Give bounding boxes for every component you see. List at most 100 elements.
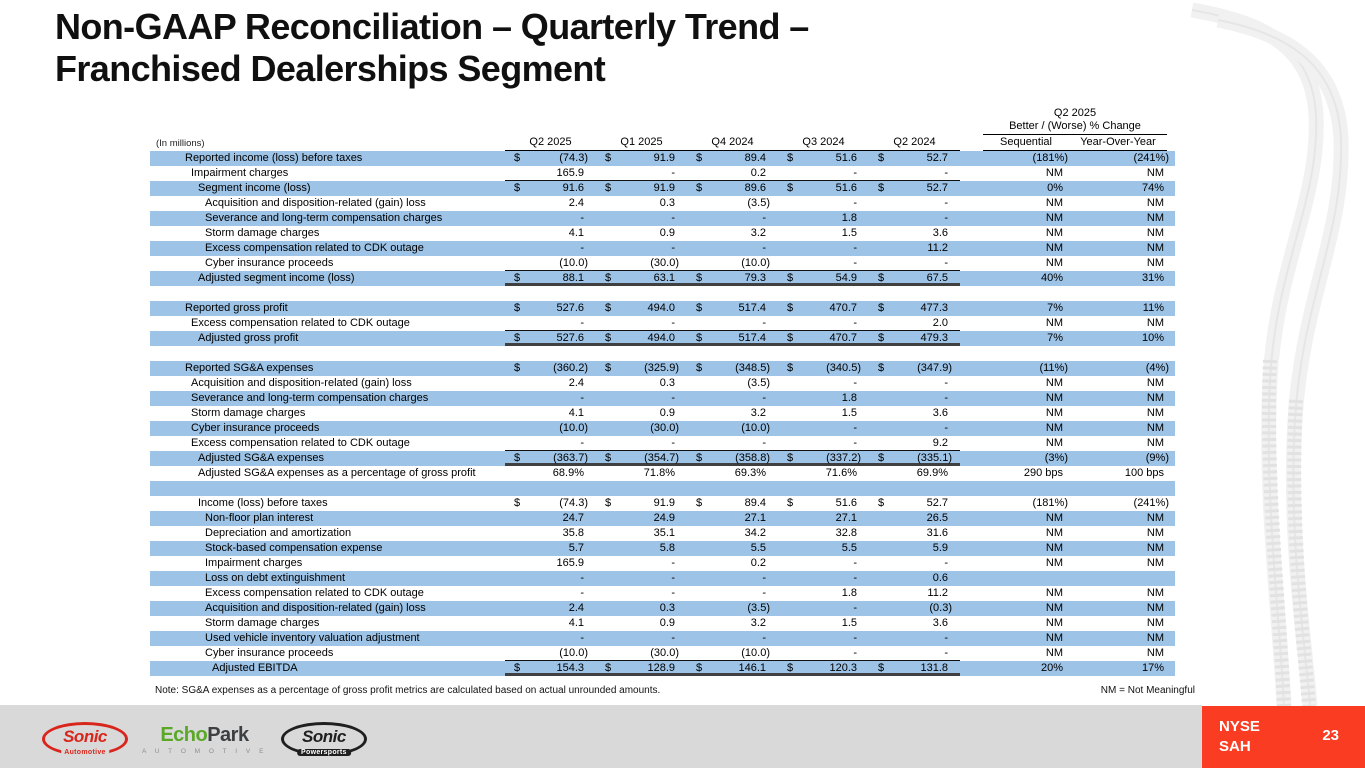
value-cell: (3.5) <box>687 601 778 616</box>
dollar-sign <box>869 526 878 541</box>
yoy-change-cell <box>1072 346 1175 361</box>
value-cell: 3.2 <box>687 616 778 631</box>
value-cell: 68.9% <box>505 466 596 481</box>
value-cell: - <box>778 571 869 586</box>
cell-value: - <box>671 167 675 179</box>
value-cell: $154.3 <box>505 661 596 674</box>
cell-value: 165.9 <box>556 167 584 179</box>
sequential-change-cell <box>960 481 1072 496</box>
value-cell: 0.9 <box>596 616 687 631</box>
cell-value: 9.2 <box>932 437 948 449</box>
row-values: 2.4 0.3 (3.5) - - <box>505 376 960 391</box>
dollar-sign: $ <box>514 452 521 464</box>
value-cell: 0.6 <box>869 571 960 586</box>
table-row: Storm damage charges 4.1 0.9 3.2 1.5 3.6 NM NM <box>150 406 1175 421</box>
dollar-sign <box>687 571 696 586</box>
yoy-change-cell: NM <box>1146 317 1164 329</box>
yoy-change-cell: NM <box>1146 602 1164 614</box>
value-cell: - <box>505 241 596 256</box>
yoy-change-cell: NM <box>1146 527 1164 539</box>
cell-value: 1.5 <box>841 617 857 629</box>
value-cell: - <box>869 196 960 211</box>
cell-value: - <box>580 632 584 644</box>
yoy-change-cell <box>1072 481 1175 496</box>
cell-value: - <box>671 317 675 329</box>
dollar-sign: $ <box>696 662 703 674</box>
ticker-box: NYSE SAH 23 <box>1202 706 1365 768</box>
value-cell: $89.4 <box>687 496 778 511</box>
dollar-sign <box>505 226 514 241</box>
value-cell <box>596 481 687 496</box>
yoy-change-cell: NM <box>1146 257 1164 269</box>
sequential-change-cell: (181%) <box>1032 497 1068 509</box>
value-cell: 0.3 <box>596 376 687 391</box>
value-cell: (3.5) <box>687 376 778 391</box>
value-cell: - <box>596 166 687 180</box>
dollar-sign: $ <box>787 332 794 344</box>
dollar-sign <box>687 406 696 421</box>
sequential-change-cell: 7% <box>1047 302 1063 314</box>
dollar-sign <box>505 586 514 601</box>
value-cell: $51.6 <box>778 151 869 166</box>
footnote: Note: SG&A expenses as a percentage of g… <box>155 685 661 696</box>
cell-value <box>770 286 778 301</box>
row-values: - - - - 9.2 <box>505 436 960 451</box>
row-values: 2.4 0.3 (3.5) - - <box>505 196 960 211</box>
value-cell: $63.1 <box>596 271 687 284</box>
cell-value: 165.9 <box>556 557 584 569</box>
value-cell: 27.1 <box>778 511 869 526</box>
table-row: Cyber insurance proceeds (10.0) (30.0) (10.… <box>150 256 1175 271</box>
dollar-sign <box>596 196 605 211</box>
value-cell: (10.0) <box>505 646 596 660</box>
dollar-sign <box>505 616 514 631</box>
cell-value: 3.2 <box>750 407 766 419</box>
dollar-sign: $ <box>878 662 885 674</box>
cell-value: 146.1 <box>738 662 766 674</box>
cell-value: 1.8 <box>841 392 857 404</box>
value-cell: 34.2 <box>687 526 778 541</box>
dollar-sign <box>596 421 605 436</box>
value-cell: 4.1 <box>505 226 596 241</box>
dollar-sign: $ <box>696 272 703 284</box>
sequential-change-cell: NM <box>1045 542 1063 554</box>
value-cell: 0.2 <box>687 556 778 571</box>
cell-value <box>952 346 960 361</box>
row-label: Acquisition and disposition-related (gai… <box>191 377 412 389</box>
footer-bar <box>0 705 1202 768</box>
cell-value: 5.5 <box>750 542 766 554</box>
dollar-sign <box>869 601 878 616</box>
table-row: Reported income (loss) before taxes $ (74.… <box>150 151 1175 166</box>
cell-value: - <box>762 392 766 404</box>
row-label: Excess compensation related to CDK outag… <box>205 242 424 254</box>
dollar-sign <box>505 481 514 496</box>
cell-value <box>861 286 869 301</box>
cell-value: - <box>580 242 584 254</box>
value-cell: 0.3 <box>596 196 687 211</box>
value-cell: - <box>778 316 869 330</box>
value-cell: 3.6 <box>869 406 960 421</box>
row-label: Acquisition and disposition-related (gai… <box>205 197 426 209</box>
dollar-sign <box>505 196 514 211</box>
value-cell: - <box>778 556 869 571</box>
value-cell: - <box>505 571 596 586</box>
table-row: Adjusted SG&A expenses $ (363.7) $ (354.7) $ (… <box>150 451 1175 466</box>
row-values: $ (360.2) $ (325.9) $ (348.5) $ (340.5) $ (347.9) <box>505 361 960 376</box>
cell-value: 527.6 <box>556 302 584 314</box>
value-cell <box>869 346 960 361</box>
value-cell: (30.0) <box>596 646 687 660</box>
row-label: Adjusted SG&A expenses as a percentage o… <box>198 467 476 479</box>
yoy-change-cell: NM <box>1146 647 1164 659</box>
dollar-sign: $ <box>605 452 612 464</box>
dollar-sign <box>596 466 605 481</box>
value-cell: - <box>778 436 869 450</box>
value-cell <box>778 481 869 496</box>
value-cell: $54.9 <box>778 271 869 284</box>
row-values <box>505 481 960 496</box>
table-row: Acquisition and disposition-related (gai… <box>150 196 1175 211</box>
row-label: Impairment charges <box>205 557 303 569</box>
dollar-sign <box>596 616 605 631</box>
cell-value: (358.8) <box>735 452 770 464</box>
dollar-sign <box>505 631 514 646</box>
cell-value: 3.6 <box>932 617 948 629</box>
spacer-row <box>150 346 1175 361</box>
